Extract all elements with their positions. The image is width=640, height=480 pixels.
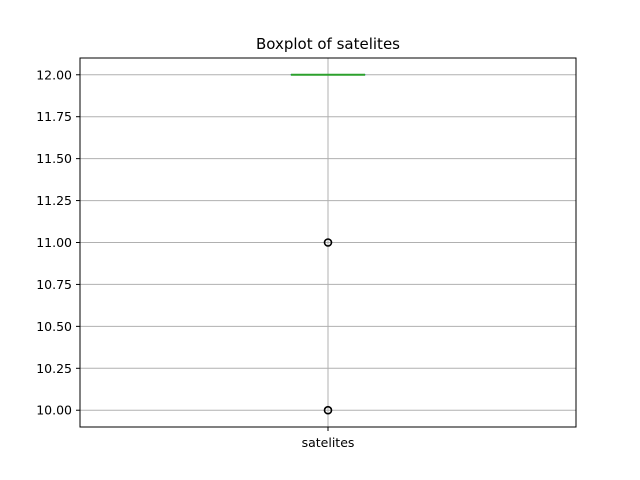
plot-frame — [79, 57, 577, 428]
grid-lines — [80, 58, 576, 427]
y-tick-label: 10.00 — [36, 403, 72, 418]
y-tick-label: 11.25 — [36, 193, 72, 208]
y-tick-label: 10.75 — [36, 277, 72, 292]
y-tick-label: 11.50 — [36, 151, 72, 166]
y-tick-label: 10.50 — [36, 319, 72, 334]
box-layer — [290, 73, 366, 415]
outlier-point — [323, 405, 333, 415]
y-tick-label: 12.00 — [36, 67, 72, 82]
y-tick-label: 10.25 — [36, 361, 72, 376]
y-axis-ticks: 10.00 10.25 10.50 10.75 11.00 11.25 11.50 11.75… — [36, 67, 80, 418]
y-tick-label: 11.75 — [36, 109, 72, 124]
x-tick-label: satelites — [302, 435, 355, 450]
chart-title: Boxplot of satelites — [256, 35, 400, 53]
y-tick-label: 11.00 — [36, 235, 72, 250]
outlier-point — [323, 238, 333, 247]
x-axis-ticks: satelites — [302, 427, 355, 450]
